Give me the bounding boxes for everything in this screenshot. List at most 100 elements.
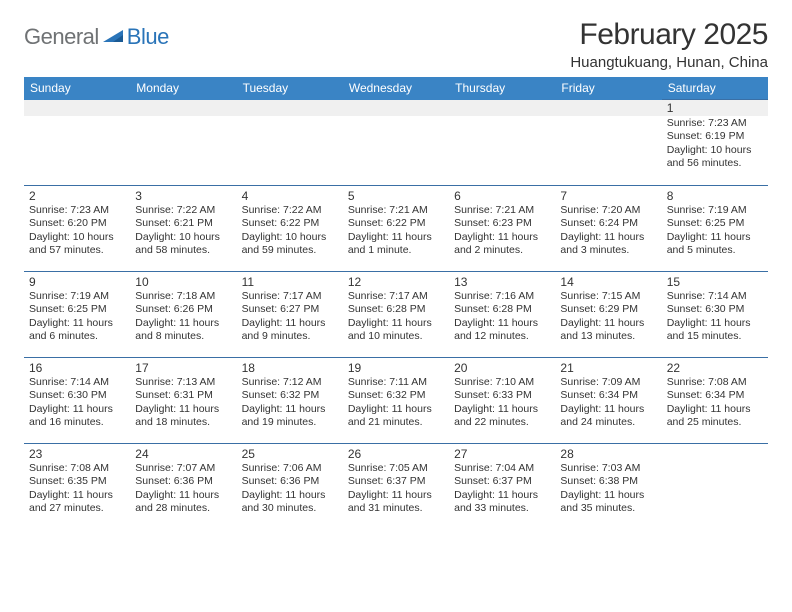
empty-day-strip [130, 100, 236, 116]
daylight-text: Daylight: 11 hours and 10 minutes. [348, 317, 444, 344]
daylight-text: Daylight: 11 hours and 24 minutes. [560, 403, 656, 430]
daylight-text: Daylight: 11 hours and 35 minutes. [560, 489, 656, 516]
day-number: 10 [135, 275, 231, 289]
sunset-text: Sunset: 6:22 PM [242, 217, 338, 230]
sunrise-text: Sunrise: 7:09 AM [560, 376, 656, 389]
empty-day-strip [343, 100, 449, 116]
sunset-text: Sunset: 6:20 PM [29, 217, 125, 230]
page-title: February 2025 [570, 18, 768, 52]
sunset-text: Sunset: 6:34 PM [560, 389, 656, 402]
sunrise-text: Sunrise: 7:11 AM [348, 376, 444, 389]
day-header: Sunday [24, 77, 130, 100]
sunrise-text: Sunrise: 7:03 AM [560, 462, 656, 475]
daylight-text: Daylight: 11 hours and 22 minutes. [454, 403, 550, 430]
daylight-text: Daylight: 11 hours and 25 minutes. [667, 403, 763, 430]
sunset-text: Sunset: 6:32 PM [348, 389, 444, 402]
logo-text-general: General [24, 24, 99, 50]
sunset-text: Sunset: 6:34 PM [667, 389, 763, 402]
calendar-cell: 26Sunrise: 7:05 AMSunset: 6:37 PMDayligh… [343, 444, 449, 530]
calendar-cell: 20Sunrise: 7:10 AMSunset: 6:33 PMDayligh… [449, 358, 555, 444]
week-row: 16Sunrise: 7:14 AMSunset: 6:30 PMDayligh… [24, 358, 768, 444]
sunset-text: Sunset: 6:27 PM [242, 303, 338, 316]
sunrise-text: Sunrise: 7:10 AM [454, 376, 550, 389]
calendar-cell [449, 100, 555, 186]
calendar-cell: 25Sunrise: 7:06 AMSunset: 6:36 PMDayligh… [237, 444, 343, 530]
daylight-text: Daylight: 11 hours and 33 minutes. [454, 489, 550, 516]
calendar-cell: 4Sunrise: 7:22 AMSunset: 6:22 PMDaylight… [237, 186, 343, 272]
sunrise-text: Sunrise: 7:13 AM [135, 376, 231, 389]
sunset-text: Sunset: 6:30 PM [29, 389, 125, 402]
week-row: 9Sunrise: 7:19 AMSunset: 6:25 PMDaylight… [24, 272, 768, 358]
day-number: 12 [348, 275, 444, 289]
sunset-text: Sunset: 6:25 PM [667, 217, 763, 230]
calendar-cell [343, 100, 449, 186]
calendar-cell: 24Sunrise: 7:07 AMSunset: 6:36 PMDayligh… [130, 444, 236, 530]
sunrise-text: Sunrise: 7:15 AM [560, 290, 656, 303]
sunrise-text: Sunrise: 7:17 AM [348, 290, 444, 303]
week-row: 2Sunrise: 7:23 AMSunset: 6:20 PMDaylight… [24, 186, 768, 272]
day-number: 26 [348, 447, 444, 461]
calendar-cell: 23Sunrise: 7:08 AMSunset: 6:35 PMDayligh… [24, 444, 130, 530]
sunrise-text: Sunrise: 7:20 AM [560, 204, 656, 217]
sunrise-text: Sunrise: 7:08 AM [29, 462, 125, 475]
title-block: February 2025 Huangtukuang, Hunan, China [570, 18, 768, 71]
sunrise-text: Sunrise: 7:04 AM [454, 462, 550, 475]
day-number: 7 [560, 189, 656, 203]
daylight-text: Daylight: 11 hours and 19 minutes. [242, 403, 338, 430]
day-header: Thursday [449, 77, 555, 100]
sunset-text: Sunset: 6:38 PM [560, 475, 656, 488]
location-text: Huangtukuang, Hunan, China [570, 54, 768, 71]
sunrise-text: Sunrise: 7:22 AM [242, 204, 338, 217]
day-number: 27 [454, 447, 550, 461]
logo: General Blue [24, 24, 169, 50]
day-header: Tuesday [237, 77, 343, 100]
sunset-text: Sunset: 6:28 PM [454, 303, 550, 316]
header: General Blue February 2025 Huangtukuang,… [24, 18, 768, 71]
day-number: 1 [662, 100, 768, 116]
daylight-text: Daylight: 11 hours and 9 minutes. [242, 317, 338, 344]
calendar-page: General Blue February 2025 Huangtukuang,… [0, 0, 792, 548]
day-number: 23 [29, 447, 125, 461]
daylight-text: Daylight: 10 hours and 59 minutes. [242, 231, 338, 258]
calendar-cell: 10Sunrise: 7:18 AMSunset: 6:26 PMDayligh… [130, 272, 236, 358]
sunset-text: Sunset: 6:35 PM [29, 475, 125, 488]
day-number: 18 [242, 361, 338, 375]
day-number: 11 [242, 275, 338, 289]
sunset-text: Sunset: 6:30 PM [667, 303, 763, 316]
sunset-text: Sunset: 6:23 PM [454, 217, 550, 230]
sunrise-text: Sunrise: 7:21 AM [348, 204, 444, 217]
sunset-text: Sunset: 6:24 PM [560, 217, 656, 230]
day-number: 6 [454, 189, 550, 203]
day-number: 21 [560, 361, 656, 375]
day-header: Wednesday [343, 77, 449, 100]
empty-day-strip [555, 100, 661, 116]
day-number: 19 [348, 361, 444, 375]
sunrise-text: Sunrise: 7:19 AM [29, 290, 125, 303]
daylight-text: Daylight: 11 hours and 1 minute. [348, 231, 444, 258]
day-header: Saturday [662, 77, 768, 100]
daylight-text: Daylight: 11 hours and 31 minutes. [348, 489, 444, 516]
daylight-text: Daylight: 11 hours and 28 minutes. [135, 489, 231, 516]
daylight-text: Daylight: 11 hours and 5 minutes. [667, 231, 763, 258]
calendar-cell: 16Sunrise: 7:14 AMSunset: 6:30 PMDayligh… [24, 358, 130, 444]
calendar-cell: 6Sunrise: 7:21 AMSunset: 6:23 PMDaylight… [449, 186, 555, 272]
week-row: 23Sunrise: 7:08 AMSunset: 6:35 PM Dayligh… [24, 444, 768, 530]
day-number: 28 [560, 447, 656, 461]
day-number: 3 [135, 189, 231, 203]
empty-day-strip [237, 100, 343, 116]
sunset-text: Sunset: 6:37 PM [348, 475, 444, 488]
daylight-text: Daylight: 11 hours and 21 minutes. [348, 403, 444, 430]
sunrise-text: Sunrise: 7:22 AM [135, 204, 231, 217]
calendar-cell: 19Sunrise: 7:11 AMSunset: 6:32 PMDayligh… [343, 358, 449, 444]
sunrise-text: Sunrise: 7:21 AM [454, 204, 550, 217]
sunset-text: Sunset: 6:36 PM [242, 475, 338, 488]
sunrise-text: Sunrise: 7:08 AM [667, 376, 763, 389]
logo-text-blue: Blue [127, 24, 169, 50]
calendar-cell: 3Sunrise: 7:22 AMSunset: 6:21 PMDaylight… [130, 186, 236, 272]
day-number: 15 [667, 275, 763, 289]
day-number: 13 [454, 275, 550, 289]
daylight-text: Daylight: 11 hours and 3 minutes. [560, 231, 656, 258]
sunrise-text: Sunrise: 7:16 AM [454, 290, 550, 303]
calendar-body: 1Sunrise: 7:23 AMSunset: 6:19 PMDaylight… [24, 100, 768, 530]
daylight-text: Daylight: 11 hours and 6 minutes. [29, 317, 125, 344]
